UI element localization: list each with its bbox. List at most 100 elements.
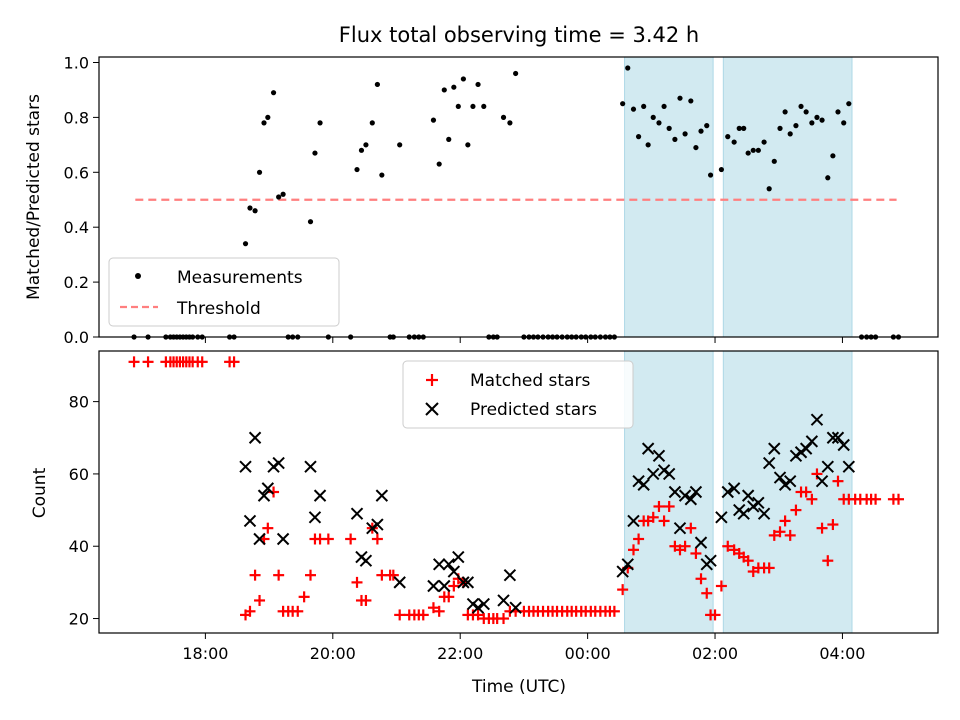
measurement-point: [507, 120, 513, 126]
measurement-point: [430, 117, 437, 123]
measurement-point: [455, 103, 461, 110]
predicted-point: [477, 597, 490, 611]
predicted-point: [461, 576, 475, 589]
matched-point: [443, 591, 455, 603]
measurement-point: [846, 101, 852, 107]
predicted-point: [783, 474, 797, 488]
predicted-point: [715, 511, 728, 524]
matched-point: [633, 533, 645, 545]
top-y-ticks: 0.0 0.2 0.4 0.6 0.8 1.0: [64, 53, 99, 347]
matched-point: [448, 580, 460, 592]
matched-point: [774, 526, 786, 538]
y-tick-label: 20: [69, 610, 89, 629]
matched-point: [832, 475, 844, 487]
measurement-point: [809, 120, 815, 126]
predicted-point: [821, 460, 834, 473]
matched-point: [262, 522, 274, 534]
predicted-point: [248, 431, 262, 444]
predicted-point: [471, 601, 485, 614]
x-tick-label: 22:00: [437, 644, 483, 663]
matched-point: [790, 504, 802, 516]
matched-point: [653, 500, 665, 512]
y-tick-label: 0.0: [64, 328, 89, 347]
matched-point: [617, 584, 629, 596]
matched-point: [273, 569, 285, 581]
predicted-point: [637, 478, 650, 491]
predicted-point: [673, 521, 687, 535]
matched-point: [128, 356, 140, 368]
matched-point: [658, 515, 670, 527]
predicted-point: [375, 489, 389, 502]
y-tick-label: 0.6: [64, 163, 89, 182]
measurement-point: [650, 114, 656, 120]
predicted-stars-series: [239, 413, 856, 614]
measurement-point: [688, 98, 694, 104]
predicted-point: [261, 482, 275, 495]
legend-matched-label: Matched stars: [470, 371, 590, 391]
measurement-point: [379, 172, 385, 178]
matched-point: [627, 544, 639, 556]
measurement-point: [819, 117, 825, 123]
top-axes-frame: [98, 56, 939, 338]
measurement-point: [280, 191, 286, 197]
predicted-point: [647, 467, 660, 481]
measurement-point: [475, 81, 481, 88]
measurement-point: [661, 103, 667, 110]
shaded-interval: [624, 350, 714, 634]
matched-point: [685, 522, 697, 534]
matched-point: [351, 576, 363, 588]
matched-point: [816, 522, 828, 534]
predicted-point: [842, 460, 856, 473]
measurement-point: [782, 109, 788, 115]
matched-point: [417, 609, 429, 621]
matched-point: [433, 605, 445, 617]
predicted-point: [621, 558, 634, 571]
measurement-point: [446, 136, 452, 142]
predicted-point: [815, 474, 829, 488]
bottom-legend-box: [402, 360, 634, 429]
matched-point: [647, 511, 659, 523]
predicted-point: [371, 518, 384, 531]
measurement-point: [630, 106, 637, 112]
measurement-point: [745, 150, 751, 156]
measurement-point: [803, 109, 809, 115]
matched-point: [827, 519, 839, 531]
bottom-ylabel: Count: [30, 467, 50, 518]
predicted-point: [442, 558, 455, 571]
matched-point: [196, 356, 208, 368]
x-tick-label: 02:00: [692, 644, 738, 663]
measurement-point: [252, 208, 258, 214]
predicted-point: [762, 456, 776, 470]
predicted-point: [837, 438, 850, 452]
predicted-point: [652, 449, 666, 463]
measurement-point: [436, 161, 442, 167]
predicted-point: [616, 565, 629, 578]
predicted-point: [721, 485, 734, 499]
matched-point: [870, 493, 882, 505]
matched-point: [394, 609, 406, 621]
measurement-point: [666, 125, 672, 131]
predicted-point: [684, 493, 698, 506]
measurement-point: [830, 153, 836, 159]
x-tick-label: 04:00: [819, 644, 865, 663]
measurement-point: [787, 131, 793, 137]
matched-point: [387, 569, 399, 581]
measurement-point: [242, 241, 249, 247]
measurement-point: [369, 120, 375, 126]
matched-point: [427, 602, 439, 614]
measurement-point: [841, 120, 847, 126]
predicted-point: [704, 554, 717, 567]
predicted-point: [757, 507, 771, 520]
predicted-point: [668, 485, 682, 499]
measurement-point: [750, 147, 756, 153]
y-tick-label: 60: [69, 465, 89, 484]
predicted-point: [350, 507, 364, 520]
x-tick-label: 00:00: [565, 644, 611, 663]
measurement-point: [656, 120, 662, 126]
predicted-point: [678, 489, 692, 502]
predicted-point: [438, 579, 451, 593]
predicted-point: [304, 460, 317, 473]
predicted-point: [627, 514, 640, 528]
predicted-point: [432, 558, 446, 571]
